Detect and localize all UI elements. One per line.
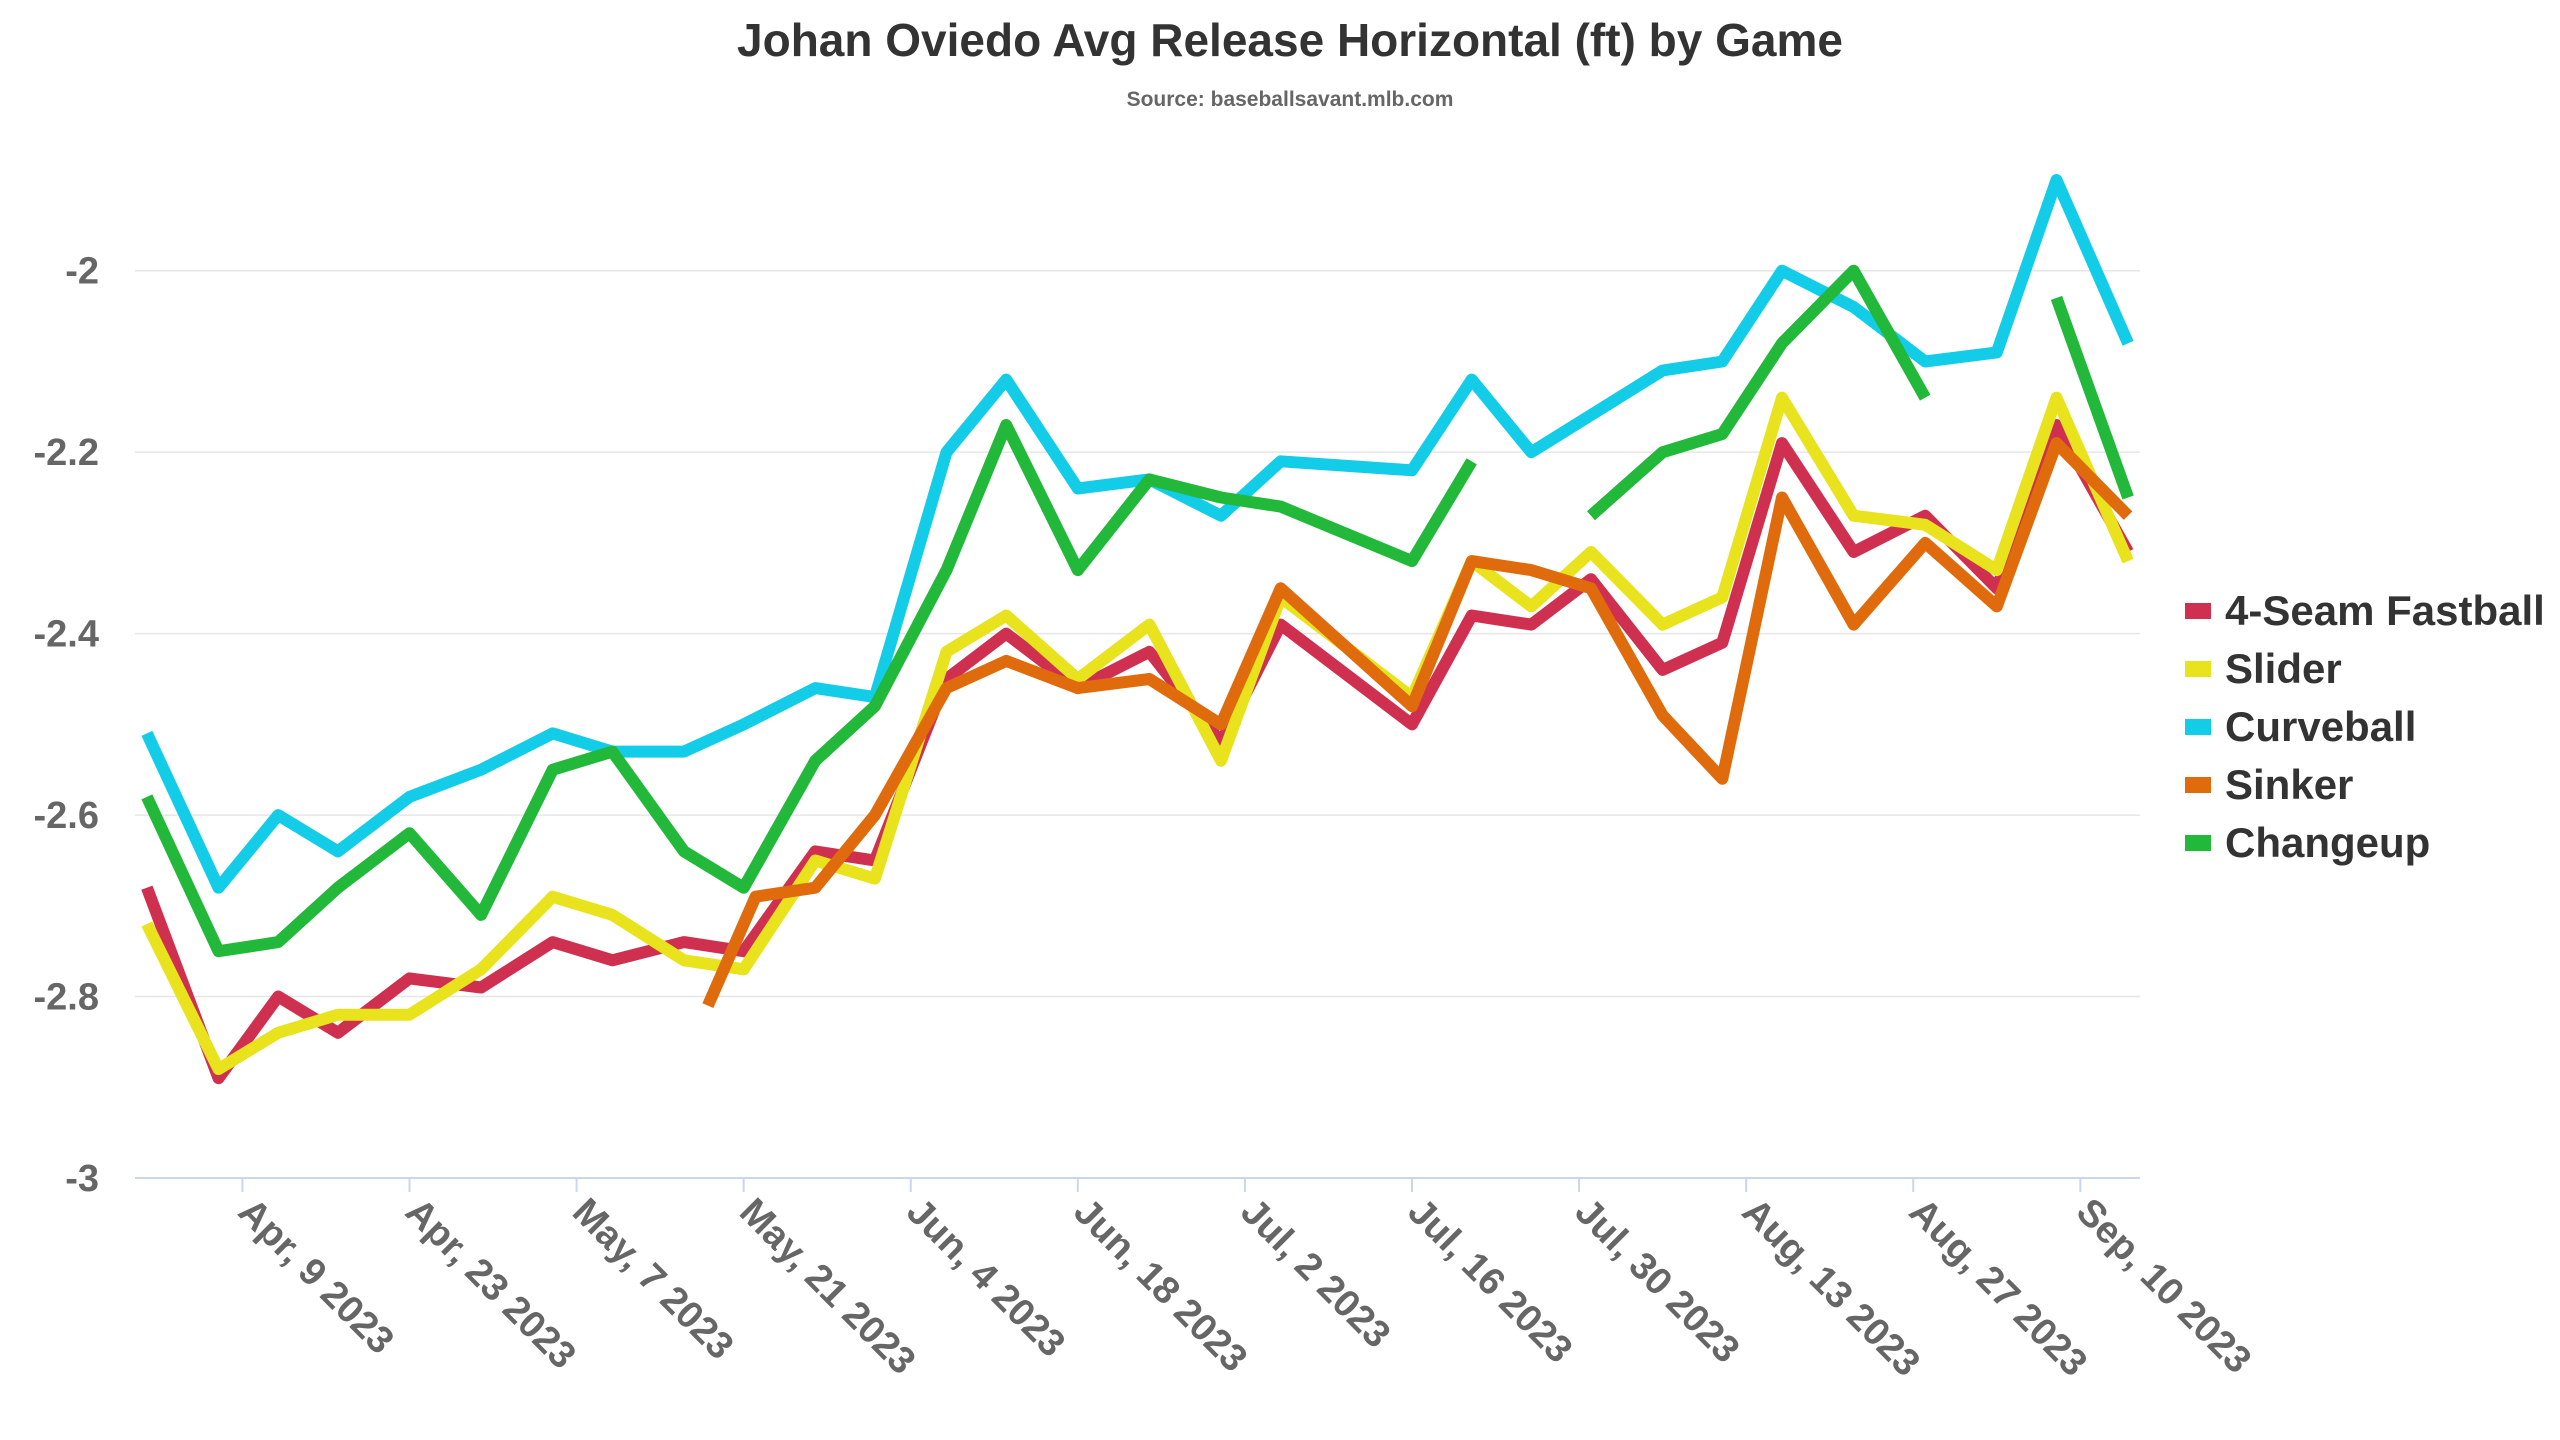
series-line-segment <box>141 419 1477 958</box>
x-tick-label: Sep, 10 2023 <box>2068 1191 2259 1382</box>
legend-label: Changeup <box>2225 819 2430 866</box>
legend-item[interactable]: Changeup <box>2185 819 2430 866</box>
x-tick-label: Aug, 27 2023 <box>1901 1191 2095 1385</box>
y-tick-label: -2.6 <box>34 795 99 837</box>
legend-label: Slider <box>2225 645 2342 692</box>
series-line-segment <box>1587 264 1931 521</box>
series-line-segment <box>141 391 2134 1076</box>
x-tick-label: Aug, 13 2023 <box>1734 1191 1928 1385</box>
series-4-seam-fastball <box>141 419 2134 1085</box>
series-changeup <box>141 264 2134 958</box>
legend-label: Sinker <box>2225 761 2353 808</box>
series-slider <box>141 391 2134 1076</box>
y-tick-label: -2.4 <box>34 614 99 656</box>
x-tick-label: Apr, 9 2023 <box>230 1191 402 1363</box>
legend-swatch <box>2185 603 2211 619</box>
legend-item[interactable]: Curveball <box>2185 703 2416 750</box>
x-tick-label: May, 7 2023 <box>564 1191 741 1368</box>
legend-label: Curveball <box>2225 703 2416 750</box>
grid-lines <box>135 269 2140 1179</box>
series-line-segment <box>2050 295 2134 500</box>
chart-title: Johan Oviedo Avg Release Horizontal (ft)… <box>737 14 1843 66</box>
x-tick-label: Apr, 23 2023 <box>397 1191 584 1378</box>
x-tick-label: Jul, 2 2023 <box>1233 1191 1399 1357</box>
legend-swatch <box>2185 719 2211 735</box>
legend-label: 4-Seam Fastball <box>2225 587 2545 634</box>
legend-item[interactable]: Sinker <box>2185 761 2353 808</box>
series-lines <box>141 174 2134 1085</box>
series-line-segment <box>141 174 2134 894</box>
series-line-segment <box>141 419 2134 1085</box>
legend-swatch <box>2185 777 2211 793</box>
x-tick-label: Jun, 18 2023 <box>1065 1191 1255 1381</box>
y-tick-label: -3 <box>65 1158 99 1200</box>
x-tick-label: Jul, 30 2023 <box>1567 1191 1748 1372</box>
y-axis: -2 -2.2 -2.4 -2.6 -2.8 -3 <box>34 251 99 1200</box>
series-line-segment <box>702 437 2133 1009</box>
y-tick-label: -2 <box>65 251 99 293</box>
legend-item[interactable]: 4-Seam Fastball <box>2185 587 2545 634</box>
series-sinker <box>702 437 2133 1009</box>
y-tick-label: -2.8 <box>34 977 99 1019</box>
series-curveball <box>141 174 2134 894</box>
x-tick-label: May, 21 2023 <box>731 1191 923 1383</box>
chart-subtitle: Source: baseballsavant.mlb.com <box>1127 88 1454 111</box>
legend[interactable]: 4-Seam Fastball Slider Curveball Sinker Chan… <box>2185 587 2545 866</box>
legend-swatch <box>2185 835 2211 851</box>
legend-swatch <box>2185 661 2211 677</box>
y-tick-label: -2.2 <box>34 432 99 474</box>
x-tick-label: Jun, 4 2023 <box>898 1191 1073 1366</box>
x-tick-label: Jul, 16 2023 <box>1400 1191 1581 1372</box>
legend-item[interactable]: Slider <box>2185 645 2342 692</box>
